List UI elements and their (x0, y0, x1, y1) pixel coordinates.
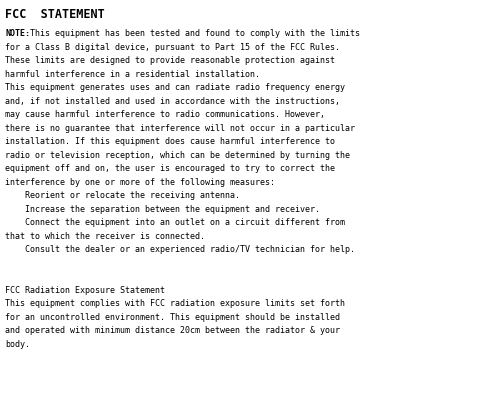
Text: This equipment complies with FCC radiation exposure limits set forth: This equipment complies with FCC radiati… (5, 299, 345, 308)
Text: harmful interference in a residential installation.: harmful interference in a residential in… (5, 70, 260, 79)
Text: FCC Radiation Exposure Statement: FCC Radiation Exposure Statement (5, 286, 165, 294)
Text: Reorient or relocate the receiving antenna.: Reorient or relocate the receiving anten… (5, 191, 240, 200)
Text: Connect the equipment into an outlet on a circuit different from: Connect the equipment into an outlet on … (5, 218, 345, 227)
Text: NOTE:: NOTE: (5, 29, 30, 38)
Text: radio or television reception, which can be determined by turning the: radio or television reception, which can… (5, 151, 350, 160)
Text: Increase the separation between the equipment and receiver.: Increase the separation between the equi… (5, 205, 320, 213)
Text: interference by one or more of the following measures:: interference by one or more of the follo… (5, 177, 275, 187)
Text: and, if not installed and used in accordance with the instructions,: and, if not installed and used in accord… (5, 96, 340, 106)
Text: Consult the dealer or an experienced radio/TV technician for help.: Consult the dealer or an experienced rad… (5, 245, 355, 254)
Text: for a Class B digital device, pursuant to Part 15 of the FCC Rules.: for a Class B digital device, pursuant t… (5, 43, 340, 51)
Text: there is no guarantee that interference will not occur in a particular: there is no guarantee that interference … (5, 124, 355, 132)
Text: may cause harmful interference to radio communications. However,: may cause harmful interference to radio … (5, 110, 325, 119)
Text: body.: body. (5, 339, 30, 349)
Text: These limits are designed to provide reasonable protection against: These limits are designed to provide rea… (5, 56, 335, 65)
Text: installation. If this equipment does cause harmful interference to: installation. If this equipment does cau… (5, 137, 335, 146)
Text: and operated with minimum distance 20cm between the radiator & your: and operated with minimum distance 20cm … (5, 326, 340, 335)
Text: This equipment generates uses and can radiate radio frequency energy: This equipment generates uses and can ra… (5, 83, 345, 92)
Text: This equipment has been tested and found to comply with the limits: This equipment has been tested and found… (30, 29, 360, 38)
Text: FCC  STATEMENT: FCC STATEMENT (5, 8, 105, 21)
Text: for an uncontrolled environment. This equipment should be installed: for an uncontrolled environment. This eq… (5, 313, 340, 322)
Text: equipment off and on, the user is encouraged to try to correct the: equipment off and on, the user is encour… (5, 164, 335, 173)
Text: that to which the receiver is connected.: that to which the receiver is connected. (5, 232, 205, 241)
